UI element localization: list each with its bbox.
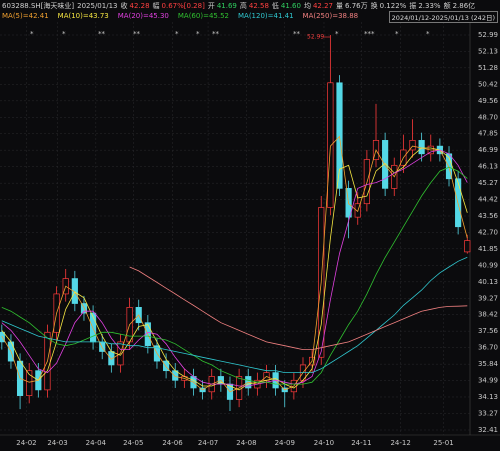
marker: ** <box>293 30 301 38</box>
y-tick-label: 41.85 <box>478 245 498 253</box>
x-tick-label: 24-08 <box>236 439 256 447</box>
x-tick-label: 24-02 <box>16 439 36 447</box>
x-tick-label: 24-05 <box>123 439 143 447</box>
candle-body <box>409 140 416 151</box>
quote-value: 6.76万 <box>345 2 368 10</box>
y-tick-label: 46.99 <box>478 146 498 154</box>
quote-value: 42.28 <box>129 2 150 10</box>
quote-label: 幅 <box>152 2 160 10</box>
ma-line <box>1 147 468 391</box>
ma-line <box>1 256 468 373</box>
legend-entry: MA(250)=38.88 <box>302 12 359 20</box>
date: 2025/01/13 <box>77 2 118 10</box>
y-tick-label: 52.99 <box>478 31 498 39</box>
marker: ** <box>212 30 220 38</box>
quote-value: 41.69 <box>216 2 237 10</box>
marker: * <box>175 30 179 38</box>
y-tick-label: 42.70 <box>478 229 498 237</box>
x-tick-label: 24-12 <box>390 439 410 447</box>
candle-body <box>336 82 343 189</box>
grid <box>0 22 470 435</box>
event-markers: * * ** ** * * ** ** * *** * * <box>30 30 430 38</box>
symbol: 603288.SH[海天味业] <box>2 2 75 10</box>
legend-entry: MA(60)=45.52 <box>177 12 229 20</box>
ma-legend: MA(5)=42.41 MA(10)=43.73 MA(20)=45.30 MA(60… <box>2 12 367 20</box>
y-tick-label: 50.42 <box>478 80 498 88</box>
candle-body <box>382 140 389 189</box>
quote-value: 42.58 <box>248 2 269 10</box>
marker: ** <box>133 30 141 38</box>
x-tick-label: 24-07 <box>198 439 218 447</box>
y-tick-label: 44.42 <box>478 195 498 203</box>
candle-body <box>163 360 170 372</box>
marker: * <box>395 30 399 38</box>
y-tick-label: 38.42 <box>478 311 498 319</box>
y-tick-label: 40.13 <box>478 278 498 286</box>
candle-body <box>464 240 471 253</box>
quote-label: 振 <box>409 2 417 10</box>
quote-value: 0.122% <box>379 2 407 10</box>
marker: * <box>335 30 339 38</box>
quote-value: 42.27 <box>312 2 334 10</box>
x-tick-label: 24-06 <box>162 439 183 447</box>
x-tick-label: 24-03 <box>47 439 67 447</box>
y-tick-label: 47.85 <box>478 130 498 138</box>
y-tick-label: 46.13 <box>478 163 498 171</box>
y-tick-label: 40.99 <box>478 261 498 269</box>
y-tick-label: 34.99 <box>478 376 498 384</box>
marker: * <box>426 30 430 38</box>
y-tick-label: 52.13 <box>478 48 498 56</box>
quote-header: 603288.SH[海天味业] 2025/01/13 收 42.28 幅 0.67%[0.… <box>2 1 478 11</box>
quote-label: 量 <box>336 2 344 10</box>
marker: *** <box>364 30 375 38</box>
quote-label: 开 <box>207 2 215 10</box>
quote-value: 2.33% <box>418 2 441 10</box>
y-tick-label: 33.27 <box>478 409 498 417</box>
y-tick-label: 49.56 <box>478 97 499 105</box>
date-range: 2024/01/12-2025/01/13 (242日) <box>388 11 498 23</box>
quote-label: 低 <box>271 2 279 10</box>
y-tick-label: 36.70 <box>478 344 498 352</box>
marker: ** <box>98 30 106 38</box>
y-tick-label: 45.27 <box>478 179 498 187</box>
x-tick-label: 24-11 <box>351 439 371 447</box>
x-tick-label: 24-04 <box>86 439 107 447</box>
y-tick-label: 35.84 <box>478 360 499 368</box>
y-tick-label: 34.13 <box>478 393 498 401</box>
legend-entry: MA(20)=45.30 <box>117 12 169 20</box>
legend-entry: MA(5)=42.41 <box>2 12 49 20</box>
x-tick-label: 24-10 <box>314 439 334 447</box>
marker: * <box>62 30 66 38</box>
quote-value: 41.60 <box>280 2 301 10</box>
x-tick-label: 24-09 <box>275 439 295 447</box>
y-tick-label: 43.56 <box>478 212 499 220</box>
legend-entry: MA(10)=43.73 <box>57 12 109 20</box>
marker: * <box>30 30 34 38</box>
quote-value: 2.86亿 <box>452 2 476 10</box>
candle-body <box>71 278 78 304</box>
quote-value: 0.67%[0.28] <box>161 2 205 10</box>
legend-entry: MA(120)=41.41 <box>237 12 294 20</box>
candle-body <box>26 370 33 396</box>
y-tick-label: 37.56 <box>478 327 499 335</box>
y-tick-label: 32.41 <box>478 426 498 434</box>
ma-line <box>1 149 468 387</box>
quote-label: 收 <box>120 2 128 10</box>
x-tick-label: 25-01 <box>433 439 453 447</box>
quote-label: 换 <box>370 2 378 10</box>
max-label: 52.99 <box>307 34 324 41</box>
y-tick-label: 48.70 <box>478 113 498 121</box>
marker: * <box>196 30 200 38</box>
quote-label: 均 <box>303 2 311 10</box>
candle-body <box>327 82 334 208</box>
y-tick-label: 51.28 <box>478 64 498 72</box>
candle-body <box>418 140 425 155</box>
quote-label: 额 <box>443 2 451 10</box>
y-tick-label: 39.27 <box>478 294 498 302</box>
ma-line <box>1 135 468 393</box>
ma-line <box>129 266 468 350</box>
quote-label: 高 <box>239 2 247 10</box>
